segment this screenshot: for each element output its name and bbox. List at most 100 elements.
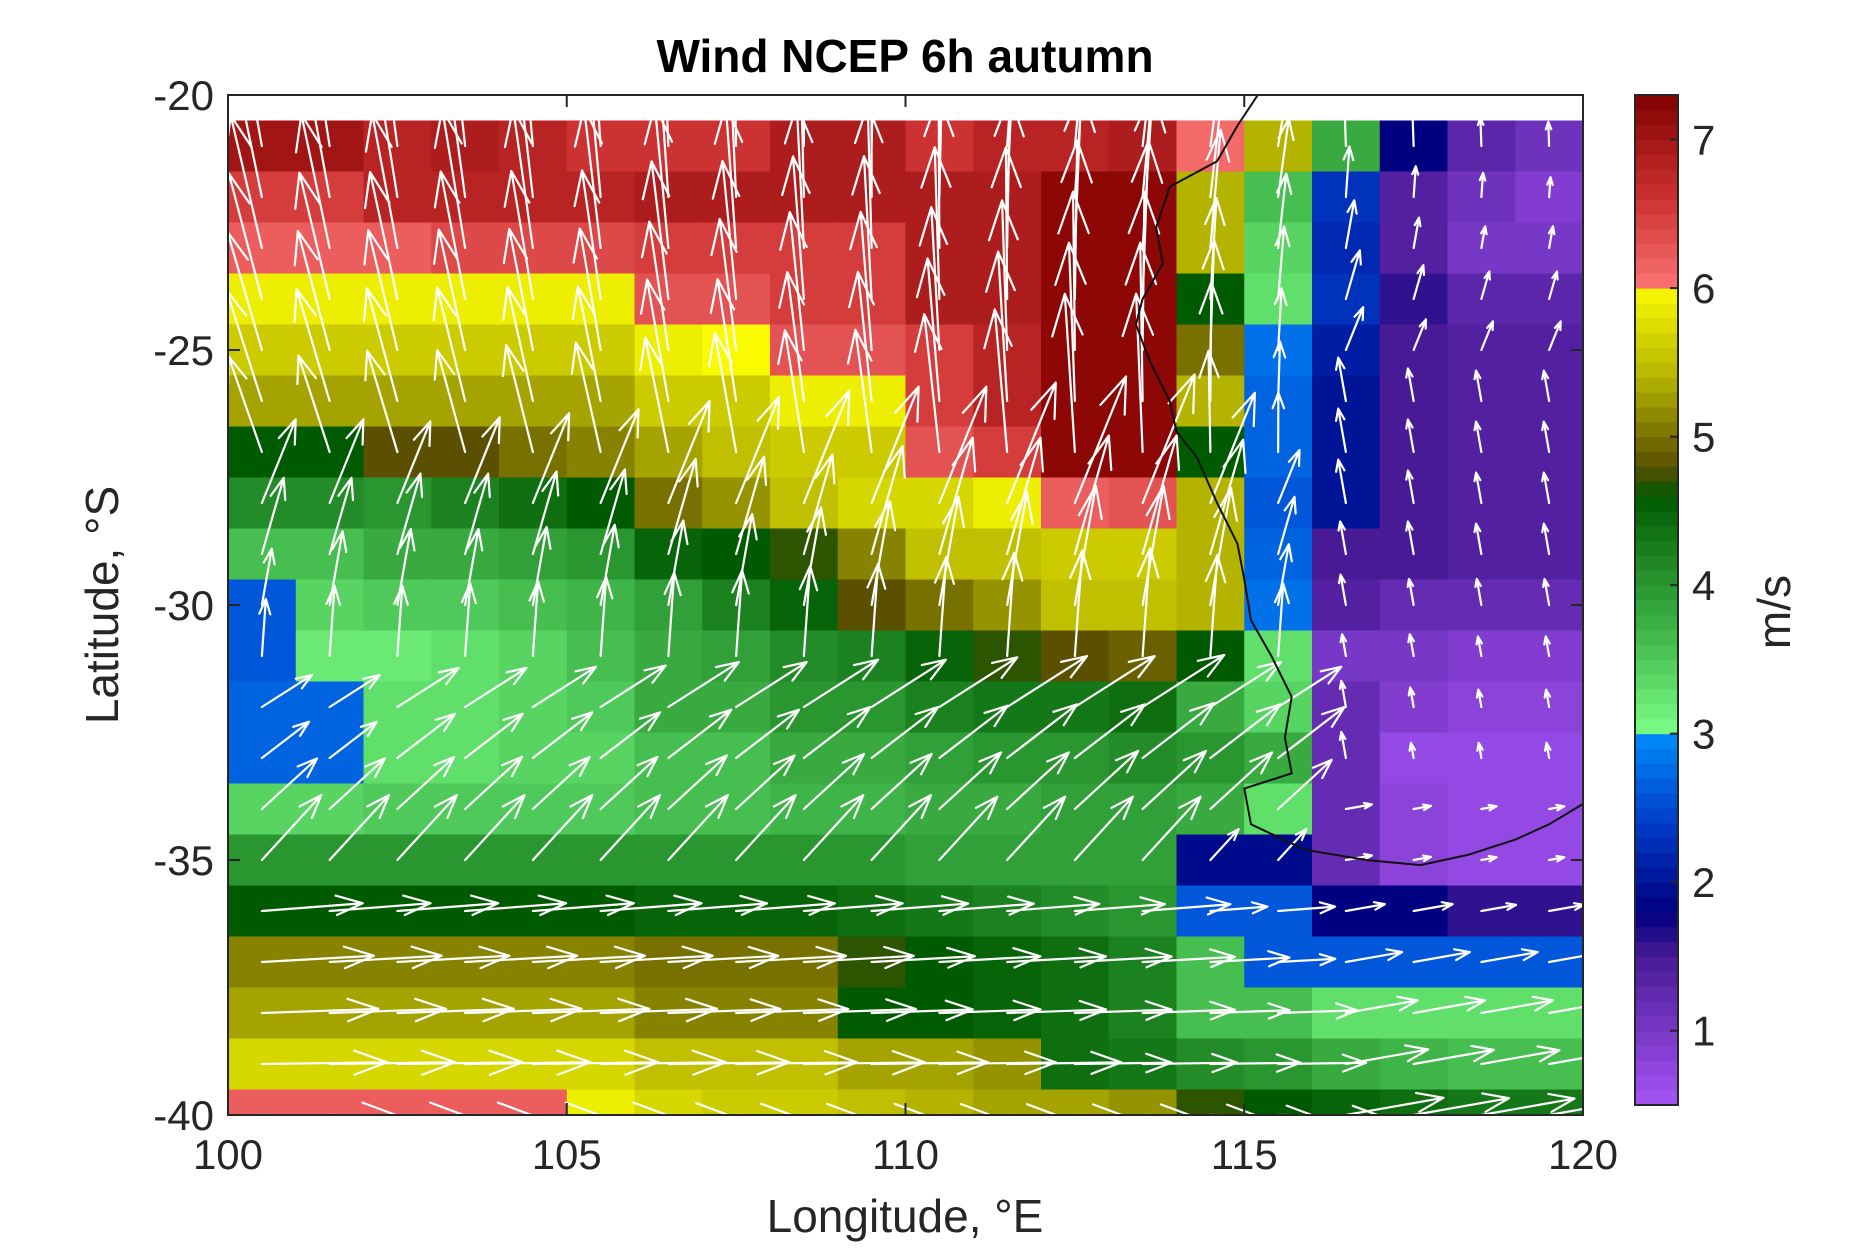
wind-arrow	[1543, 635, 1551, 658]
wind-arrow	[1412, 318, 1428, 352]
wind-arrow	[573, 107, 603, 250]
x-tick-label: 100	[193, 1131, 263, 1178]
wind-arrow	[668, 1155, 809, 1182]
colorbar: 1 2 3 4 5 6 7	[1634, 94, 1715, 1106]
colorbar-swatch	[1635, 882, 1678, 898]
colorbar-swatch	[1635, 124, 1678, 141]
wind-arrow	[1412, 1044, 1495, 1066]
coastline	[1134, 95, 1583, 867]
wind-arrow	[933, 556, 956, 658]
wind-arrow	[1546, 176, 1554, 199]
wind-arrow	[710, 217, 738, 352]
wind-arrow	[531, 945, 646, 970]
wind-arrow	[1073, 703, 1146, 760]
wind-arrow	[1273, 582, 1290, 658]
wind-arrow	[397, 1155, 540, 1182]
wind-arrow	[260, 945, 375, 970]
wind-arrow	[983, 308, 1013, 454]
wind-arrow	[1344, 1091, 1445, 1115]
wind-arrow	[464, 472, 491, 556]
colorbar-swatch	[1635, 1001, 1678, 1017]
colorbar-swatch	[1635, 540, 1678, 556]
wind-arrow	[260, 418, 297, 505]
colorbar-swatch	[1635, 644, 1678, 660]
wind-arrow	[396, 794, 458, 862]
wind-arrow	[802, 945, 915, 970]
wind-arrow	[464, 1101, 603, 1115]
wind-arrow	[735, 455, 768, 556]
wind-arrow	[1344, 199, 1358, 250]
wind-arrow	[465, 1208, 617, 1237]
wind-arrow	[258, 597, 272, 658]
wind-arrow	[777, 329, 805, 454]
wind-arrow	[735, 945, 848, 970]
wind-arrow	[1334, 458, 1347, 505]
wind-arrow	[294, 113, 331, 250]
wind-arrow	[1405, 469, 1415, 505]
colorbar-swatch	[1635, 748, 1678, 764]
wind-arrow	[396, 945, 511, 970]
wind-arrow	[1412, 901, 1454, 913]
wind-arrow	[364, 112, 399, 250]
wind-arrow	[599, 794, 662, 862]
wind-arrow	[1006, 491, 1034, 607]
heatmap-cell	[364, 1141, 432, 1193]
wind-arrow	[320, 95, 331, 148]
heatmap-cells	[228, 120, 1583, 1244]
heatmap-cell	[1312, 1141, 1380, 1193]
heatmap-cell	[1109, 1141, 1177, 1193]
wind-arrow	[531, 525, 552, 607]
colorbar-swatch	[1635, 243, 1678, 259]
wind-arrow	[449, 95, 467, 199]
wind-arrow	[1344, 801, 1373, 811]
wind-arrow	[599, 711, 662, 760]
wind-arrow	[599, 1102, 732, 1115]
heatmap-cell	[702, 1141, 770, 1193]
colorbar-swatch	[1635, 600, 1678, 616]
wind-arrow	[501, 344, 534, 454]
wind-arrow	[667, 945, 780, 970]
colorbar-swatch	[1635, 258, 1678, 274]
wind-arrow	[1408, 741, 1417, 760]
colorbar-swatch	[1635, 941, 1678, 957]
wind-arrow	[1407, 633, 1415, 658]
wind-arrow	[1334, 356, 1347, 403]
wind-arrow	[1474, 577, 1483, 607]
wind-arrow	[639, 336, 670, 454]
wind-arrow	[1344, 249, 1362, 301]
wind-arrow	[1073, 95, 1081, 148]
heatmap-cell	[1244, 1192, 1312, 1244]
colorbar-tick-label: 7	[1692, 117, 1715, 164]
colorbar-swatch	[1635, 614, 1678, 631]
wind-arrow	[1549, 1191, 1666, 1217]
wind-arrow	[531, 665, 598, 709]
wind-arrow	[939, 1157, 1064, 1181]
wind-arrow	[1006, 795, 1067, 862]
wind-arrow	[260, 757, 319, 811]
heatmap-cell	[1176, 1089, 1245, 1115]
wind-arrow	[707, 331, 738, 454]
wind-arrow	[1548, 1107, 1583, 1115]
wind-arrow	[918, 206, 949, 352]
colorbar-swatch	[1635, 406, 1678, 423]
wind-arrow	[1075, 1209, 1207, 1234]
wind-arrow	[735, 395, 781, 505]
wind-arrow	[1057, 190, 1090, 352]
colorbar-swatch	[1635, 525, 1678, 542]
heatmap-cell	[973, 1141, 1041, 1193]
wind-arrow	[1544, 120, 1553, 148]
colorbar-swatch	[1635, 926, 1678, 943]
wind-arrow	[1405, 367, 1415, 403]
wind-arrow	[572, 227, 602, 352]
wind-arrow	[1407, 105, 1418, 148]
wind-arrow	[330, 1155, 473, 1182]
wind-arrow	[1547, 225, 1556, 250]
wind-arrow	[853, 103, 884, 250]
wind-arrow	[328, 476, 355, 556]
colorbar-swatch	[1635, 228, 1678, 245]
wind-arrow	[735, 794, 797, 862]
wind-arrow	[1473, 369, 1483, 403]
colorbar-swatch	[1635, 347, 1678, 363]
wind-arrow	[667, 794, 729, 862]
heatmap-cell	[228, 1089, 297, 1115]
